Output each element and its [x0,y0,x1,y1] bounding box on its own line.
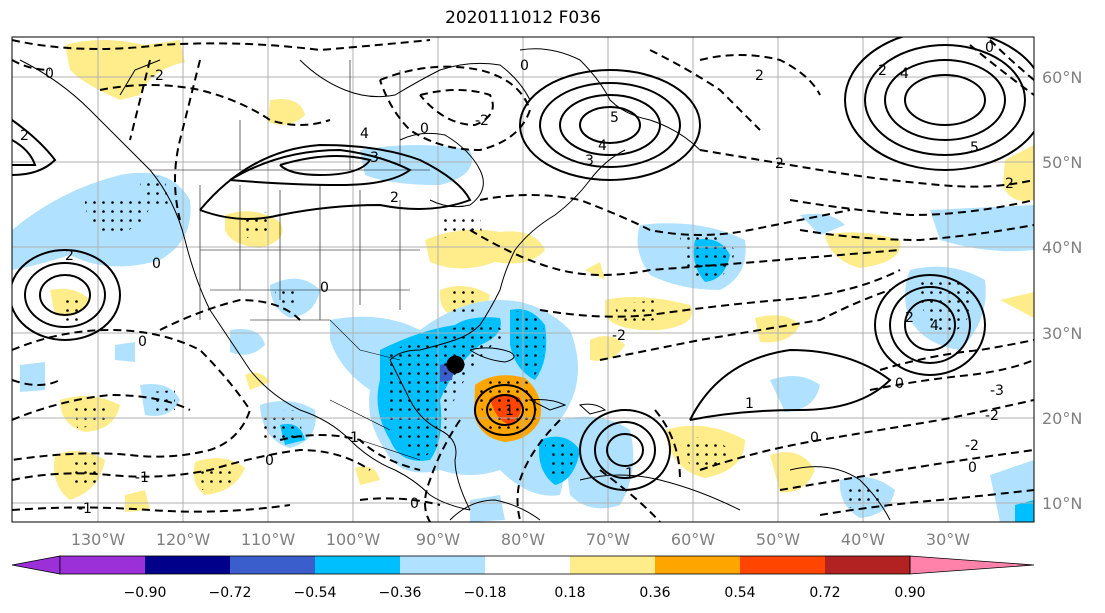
lat-label: 10°N [1042,494,1082,513]
contour-label: 5 [970,140,979,156]
colorbar-tick-label: −0.90 [124,585,167,601]
contour-label: -1 [135,470,149,486]
contour-label: 2 [65,248,74,264]
contour-labels: 5 4 3 5 4 2 3 2 4 0 -2 2 2 0 0 -2 2 0 2 … [20,40,1014,517]
contour-label: 2 [775,156,784,172]
colorbar-tick-label: 0.90 [894,585,925,601]
positive-contours [12,37,1034,491]
colorbar-extend-min [11,555,61,575]
contour-label: 0 [410,496,419,512]
lon-label: 30°W [926,530,970,549]
contour-label: 3 [370,150,379,166]
lon-label: 40°W [841,530,885,549]
storm-center-marker [446,355,465,374]
contour-label: 0 [45,66,54,82]
contour-label: 4 [598,138,607,154]
lat-label: 30°N [1042,324,1082,343]
contour-label: -2 [475,113,489,129]
contour-label: 3 [585,153,594,169]
contour-label: 4 [900,66,909,82]
colorbar-tick-label: −0.18 [464,585,507,601]
contour-label: 1 [625,466,634,482]
contour-label: 2 [878,63,887,79]
colorbar-segment [60,556,145,574]
contour-label: 0 [152,256,161,272]
negative-contours [12,39,1034,522]
colorbar-tick-label: 0.72 [809,585,840,601]
colorbar-segment [485,556,570,574]
lat-label: 40°N [1042,238,1082,257]
colorbar-segment [315,556,400,574]
contour-label: 2 [755,68,764,84]
lat-label: 50°N [1042,153,1082,172]
graticule [12,37,1034,522]
colorbar-tick-label: 0.36 [639,585,670,601]
colorbar-segment [825,556,910,574]
colorbar: −0.90 −0.72 −0.54 −0.36 −0.18 0.18 0.36 … [11,555,1035,601]
lon-label: 60°W [671,530,715,549]
colorbar-extend-max [909,555,1035,575]
colorbar-segment [740,556,825,574]
contour-label: 0 [520,58,529,74]
lat-label: 20°N [1042,409,1082,428]
colorbar-segment [230,556,315,574]
lon-label: 50°W [756,530,800,549]
colorbar-segment [655,556,740,574]
contour-label: -1 [345,430,359,446]
colorbar-tick-label: 0.18 [554,585,585,601]
contour-label: 0 [420,121,429,137]
contour-label: -2 [612,328,626,344]
contour-label: 0 [985,40,994,56]
lat-label: 60°N [1042,68,1082,87]
colorbar-tick-label: −0.54 [294,585,337,601]
significance-stippling [60,175,975,508]
colorbar-tick-label: −0.36 [379,585,422,601]
contour-label: -2 [985,408,999,424]
colorbar-tick-label: 0.54 [724,585,755,601]
colorbar-segment [145,556,230,574]
map-frame [11,36,1035,523]
lon-label: 120°W [156,530,211,549]
lon-label: 100°W [326,530,381,549]
colorbar-ticks: −0.90 −0.72 −0.54 −0.36 −0.18 0.18 0.36 … [124,585,926,601]
lon-label: 90°W [416,530,460,549]
lon-label: 80°W [501,530,545,549]
colorbar-segment [570,556,655,574]
coastlines [19,48,891,521]
colorbar-segment [400,556,485,574]
map-title: 2020111012 F036 [445,8,601,28]
latitude-labels: 60°N 50°N 40°N 30°N 20°N 10°N [1042,68,1082,513]
contour-label: 5 [610,110,619,126]
lon-label: 70°W [586,530,630,549]
contour-label: 0 [895,376,904,392]
contour-label: 1 [745,396,754,412]
contour-label: 4 [360,126,369,142]
contour-label: 4 [930,318,939,334]
contour-label: 2 [20,128,29,144]
contour-label: -3 [990,383,1004,399]
colorbar-tick-label: −0.72 [209,585,252,601]
contour-label: 2 [1005,176,1014,192]
contour-label: 0 [810,430,819,446]
longitude-labels: 130°W 120°W 110°W 100°W 90°W 80°W 70°W 6… [71,530,970,549]
lon-label: 130°W [71,530,126,549]
contour-label: 0 [968,460,977,476]
contour-label: 2 [390,190,399,206]
contour-label: 0 [320,280,329,296]
contour-label: 2 [905,310,914,326]
contour-label: -1 [78,501,92,517]
lon-label: 110°W [241,530,296,549]
contour-label: -2 [150,68,164,84]
contour-label: 1 [505,403,514,419]
contour-label: 0 [265,453,274,469]
contour-label: 0 [138,334,147,350]
contour-label: -2 [965,438,979,454]
